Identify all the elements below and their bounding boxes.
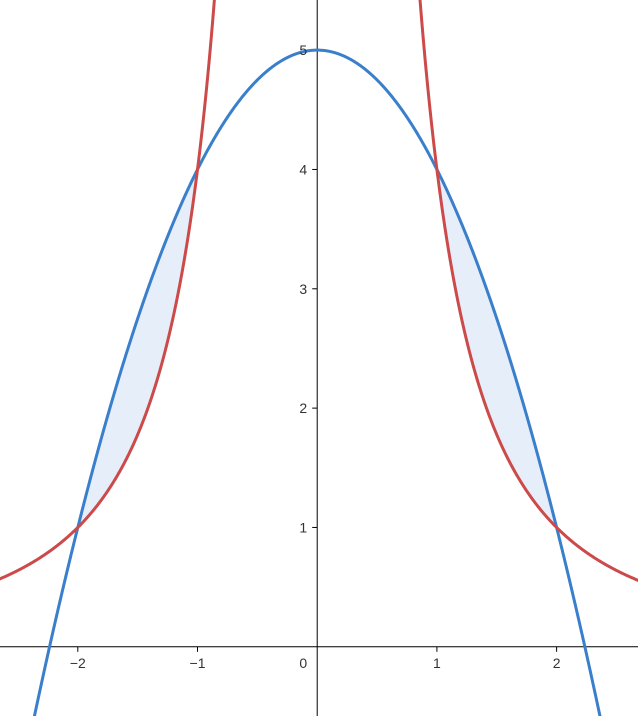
shaded-region-1 [77,169,198,528]
x-tick-label: −2 [70,655,86,671]
x-tick-label: 2 [553,655,561,671]
x-tick-label: 1 [433,655,441,671]
curve-parabola [32,48,602,716]
shaded-regions [77,169,557,528]
y-tick-label: 1 [299,519,307,535]
curve-reciprocal-square [0,0,638,582]
origin-label: 0 [299,655,307,671]
shaded-region-2 [436,169,557,528]
x-tick-label: −1 [190,655,206,671]
y-tick-label: 2 [299,400,307,416]
y-tick-label: 3 [299,281,307,297]
y-tick-label: 4 [299,161,307,177]
y-tick-label: 5 [299,42,307,58]
tick-labels: −2 −1 1 2 1 2 3 4 5 0 [70,42,561,671]
